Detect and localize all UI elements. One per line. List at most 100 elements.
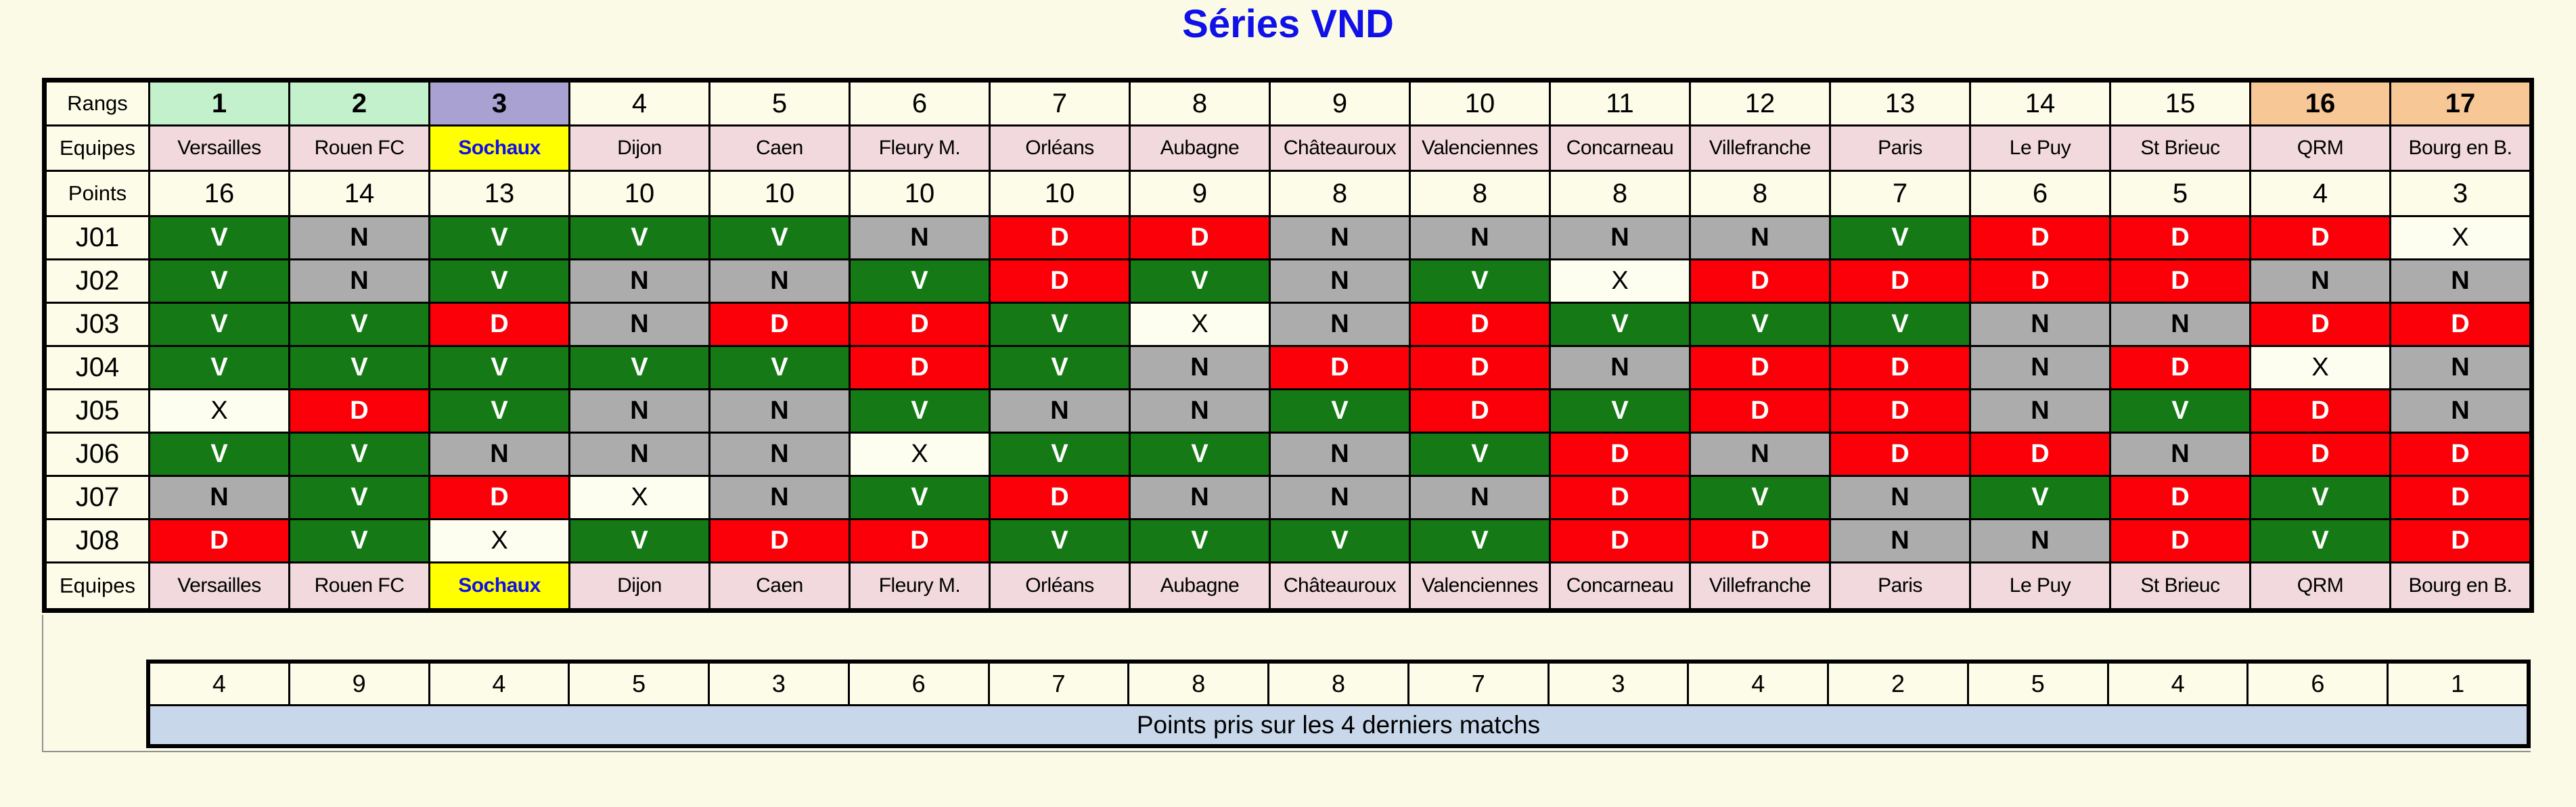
result-cell: V	[150, 304, 288, 345]
result-cell: N	[430, 434, 568, 475]
last4-points-cell: 7	[989, 664, 1128, 704]
result-cell: N	[1131, 390, 1269, 432]
result-cell: V	[2251, 477, 2389, 518]
points-cell: 13	[430, 172, 568, 215]
result-cell: D	[150, 520, 288, 561]
summary-region-border	[42, 615, 2531, 752]
result-cell: N	[1551, 217, 1689, 258]
result-cell: D	[290, 390, 428, 432]
result-cell: D	[1691, 390, 1829, 432]
points-cell: 7	[1831, 172, 1969, 215]
result-cell: N	[1271, 304, 1409, 345]
team-cell: Versailles	[150, 563, 288, 608]
result-cell: D	[1691, 347, 1829, 388]
result-cell: V	[1411, 434, 1549, 475]
points-cell: 8	[1271, 172, 1409, 215]
result-cell: N	[570, 434, 708, 475]
points-cell: 10	[851, 172, 989, 215]
team-cell: QRM	[2251, 126, 2389, 170]
result-cell: V	[1271, 390, 1409, 432]
result-cell: D	[2111, 520, 2249, 561]
result-cell: V	[290, 304, 428, 345]
result-cell: N	[1131, 477, 1269, 518]
result-cell: D	[1691, 520, 1829, 561]
result-cell: D	[851, 520, 989, 561]
rank-cell: 15	[2111, 83, 2249, 124]
result-cell: N	[570, 304, 708, 345]
series-results-table: Rangs 1 2 3 4 5 6 7 8 9 10 11 12 13 14 15 16 17 Equipes Ver…	[42, 78, 2534, 613]
result-cell: N	[1691, 217, 1829, 258]
result-cell: D	[991, 477, 1129, 518]
result-cell: V	[1411, 520, 1549, 561]
row-label-matchday: J01	[47, 217, 148, 258]
result-cell: D	[2251, 434, 2389, 475]
last4-caption: Points pris sur les 4 derniers matchs	[150, 706, 2527, 744]
result-cell: N	[710, 390, 849, 432]
result-cell: D	[1131, 217, 1269, 258]
team-cell: Fleury M.	[851, 126, 989, 170]
row-label-rangs: Rangs	[47, 83, 148, 124]
result-cell: N	[1271, 434, 1409, 475]
result-cell: X	[1131, 304, 1269, 345]
result-cell: V	[1411, 260, 1549, 302]
result-cell: V	[290, 434, 428, 475]
rank-cell: 9	[1271, 83, 1409, 124]
result-cell: D	[2391, 477, 2529, 518]
result-cell: X	[1551, 260, 1689, 302]
result-cell: V	[2251, 520, 2389, 561]
result-cell: D	[1971, 217, 2109, 258]
result-cell: V	[1131, 434, 1269, 475]
rank-cell: 6	[851, 83, 989, 124]
result-cell: V	[290, 520, 428, 561]
last4-points-cell: 1	[2389, 664, 2527, 704]
points-cell: 16	[150, 172, 288, 215]
rank-cell: 13	[1831, 83, 1969, 124]
result-cell: N	[1411, 217, 1549, 258]
result-cell: D	[1271, 347, 1409, 388]
result-cell: V	[430, 347, 568, 388]
team-cell: Sochaux	[430, 126, 568, 170]
result-cell: D	[2111, 217, 2249, 258]
result-cell: D	[851, 304, 989, 345]
team-cell: Versailles	[150, 126, 288, 170]
last4-points-cell: 2	[1829, 664, 1967, 704]
last4-points-cell: 3	[710, 664, 848, 704]
points-cell: 10	[991, 172, 1129, 215]
result-cell: X	[150, 390, 288, 432]
result-cell: N	[1411, 477, 1549, 518]
result-cell: V	[710, 217, 849, 258]
team-cell: Rouen FC	[290, 563, 428, 608]
result-cell: V	[851, 390, 989, 432]
points-cell: 4	[2251, 172, 2389, 215]
result-cell: D	[2391, 304, 2529, 345]
result-cell: D	[1551, 434, 1689, 475]
result-cell: D	[1551, 477, 1689, 518]
result-cell: N	[2391, 390, 2529, 432]
row-label-points: Points	[47, 172, 148, 215]
result-cell: V	[851, 477, 989, 518]
result-cell: D	[710, 520, 849, 561]
last4-points-table: 4 9 4 5 3 6 7 8 8 7 3 4 2 5 4 6 1 Points pris sur les 4 d…	[146, 660, 2531, 748]
result-cell: X	[2251, 347, 2389, 388]
result-cell: V	[150, 434, 288, 475]
result-cell: V	[1551, 390, 1689, 432]
result-cell: V	[290, 347, 428, 388]
points-cell: 6	[1971, 172, 2109, 215]
result-cell: V	[1831, 217, 1969, 258]
result-cell: N	[710, 477, 849, 518]
result-cell: N	[1271, 260, 1409, 302]
result-cell: D	[2251, 304, 2389, 345]
team-cell: St Brieuc	[2111, 563, 2249, 608]
team-cell: QRM	[2251, 563, 2389, 608]
result-cell: X	[430, 520, 568, 561]
result-cell: D	[1411, 304, 1549, 345]
result-cell: D	[2251, 390, 2389, 432]
result-cell: V	[150, 217, 288, 258]
result-cell: V	[1691, 477, 1829, 518]
result-cell: V	[150, 260, 288, 302]
result-cell: N	[1971, 347, 2109, 388]
result-cell: D	[2391, 520, 2529, 561]
result-cell: N	[1271, 217, 1409, 258]
team-cell: Orléans	[991, 563, 1129, 608]
result-cell: N	[570, 260, 708, 302]
